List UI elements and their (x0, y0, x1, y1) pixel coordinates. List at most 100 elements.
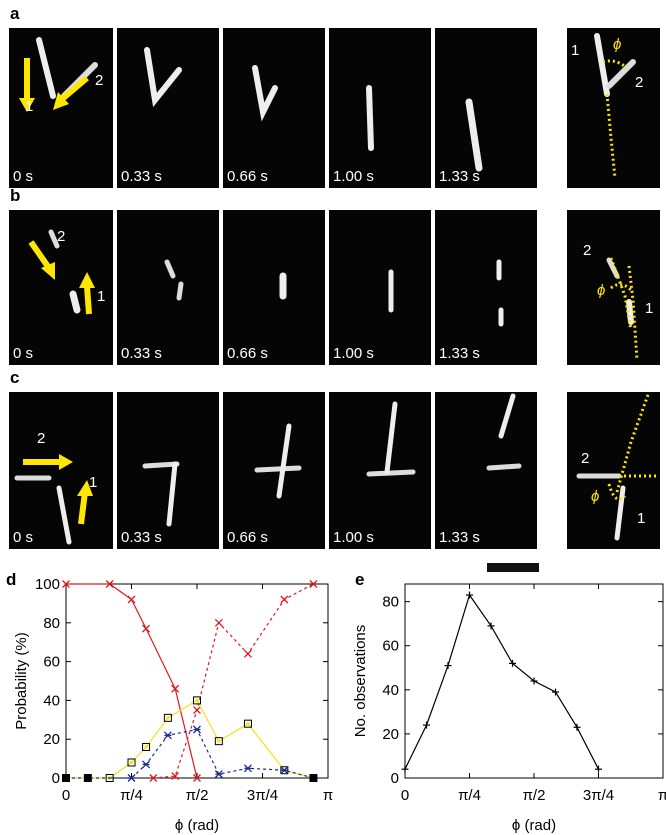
data-point (84, 774, 92, 782)
data-point (163, 731, 172, 740)
data-point (171, 772, 180, 781)
data-point (142, 760, 151, 769)
data-point (171, 772, 180, 781)
panel-label-b: b (10, 186, 21, 205)
data-point (142, 624, 151, 633)
time-label: 1.00 s (333, 529, 374, 546)
time-label: 0 s (13, 168, 34, 185)
angle-label: ϕ (613, 36, 622, 53)
time-label: 0.33 s (121, 529, 162, 546)
data-point (243, 649, 252, 658)
data-point (62, 774, 70, 782)
filament-label: 2 (635, 74, 644, 91)
y-axis-label: No. observations (352, 625, 369, 738)
x-tick-label: π/4 (458, 787, 481, 804)
data-point (149, 774, 158, 782)
data-point (130, 760, 133, 764)
data-point (64, 776, 68, 780)
time-label: 1.00 s (333, 345, 374, 362)
plot-frame (65, 583, 329, 779)
panel-label-a: a (10, 4, 20, 23)
data-point (243, 649, 252, 658)
time-label: 0.33 s (121, 345, 162, 362)
data-point (280, 595, 289, 604)
time-label: 0 s (13, 529, 34, 546)
x-tick-label: π (323, 787, 333, 804)
data-point (309, 580, 318, 588)
filament-label: 1 (97, 288, 106, 305)
x-tick-label: 0 (62, 787, 70, 804)
series-line (66, 583, 198, 779)
data-point (217, 739, 221, 743)
y-tick-label: 100 (35, 576, 60, 593)
data-point (193, 725, 201, 734)
data-point (214, 618, 223, 627)
data-point (171, 684, 180, 693)
filament-label: 1 (571, 42, 580, 59)
x-tick-label: 0 (401, 787, 409, 804)
data-point (149, 774, 158, 782)
y-tick-label: 60 (382, 638, 399, 655)
data-point (142, 742, 151, 751)
data-point (195, 698, 199, 702)
data-point (83, 774, 92, 782)
panel-label-d: d (6, 570, 17, 589)
overlay-c: 2 1 ϕ (567, 392, 660, 549)
data-point (105, 774, 114, 782)
data-point (171, 684, 180, 693)
filament-label: 2 (57, 228, 66, 245)
time-label: 1.33 s (439, 345, 480, 362)
data-point (142, 624, 151, 633)
micrograph-c-0: 2 1 0 s (9, 392, 113, 549)
data-point (163, 731, 172, 740)
plot-frame (404, 583, 664, 779)
micrograph-b-1: 0.33 s (117, 210, 219, 365)
data-point (86, 776, 90, 780)
data-point (108, 776, 112, 780)
micrograph-b-4: 1.33 s (435, 210, 537, 365)
data-point (193, 774, 201, 782)
angle-label: ϕ (591, 488, 600, 505)
data-point (243, 719, 252, 728)
y-tick-label: 40 (382, 682, 399, 699)
filament-label: 2 (95, 72, 104, 89)
data-point (280, 766, 289, 775)
data-point (127, 595, 136, 604)
micrograph-c-4: 1.33 s (435, 392, 537, 549)
data-point (282, 768, 286, 772)
data-point (127, 774, 136, 782)
filament-label: 1 (25, 98, 34, 115)
series-line (66, 699, 314, 779)
panel-label-c: c (10, 368, 20, 387)
filament-label: 1 (89, 474, 98, 491)
series-line (66, 728, 314, 779)
data-point (214, 770, 223, 779)
x-axis-label: ϕ (rad) (175, 817, 219, 834)
y-tick-label: 0 (52, 770, 60, 787)
y-tick-label: 60 (43, 654, 60, 671)
data-point (105, 580, 114, 588)
filament-label: 2 (37, 430, 46, 447)
data-point (142, 760, 151, 769)
micrograph-c-3: 1.00 s (329, 392, 431, 549)
micrograph-a-3: 1.00 s (329, 28, 431, 188)
data-point (309, 774, 317, 782)
time-label: 1.33 s (439, 529, 480, 546)
data-point (243, 764, 252, 773)
data-point (280, 766, 289, 775)
data-point (193, 774, 201, 782)
data-point (193, 706, 201, 715)
y-tick-label: 0 (391, 770, 399, 787)
x-axis-label: ϕ (rad) (512, 817, 556, 834)
data-point (311, 776, 315, 780)
y-axis-label: Probability (%) (13, 632, 30, 730)
data-point (166, 716, 170, 720)
data-point (246, 722, 250, 726)
filament-label: 2 (583, 242, 592, 259)
micrograph-a-1: 0.33 s (117, 28, 219, 188)
data-point (193, 706, 201, 715)
data-point (309, 774, 318, 782)
data-point (62, 774, 70, 782)
data-point (62, 774, 70, 782)
scale-bar (487, 563, 539, 572)
